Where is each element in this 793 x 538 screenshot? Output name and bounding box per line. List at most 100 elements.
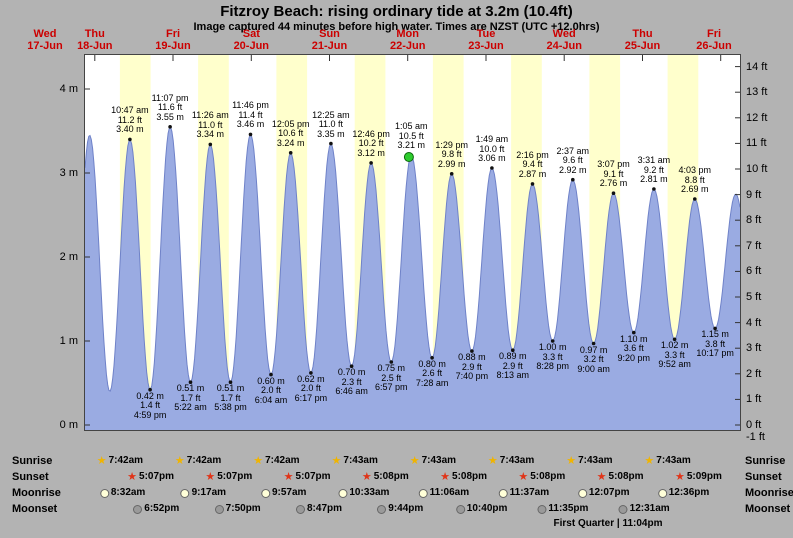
tide-annotation-line: 2:16 pm [516, 149, 549, 160]
tide-annotation-line: 11:46 pm [232, 100, 269, 111]
high-tide-dot [329, 141, 333, 146]
chart-subtitle: Image captured 44 minutes before high wa… [193, 21, 600, 33]
tide-annotation-line: 11:26 am [191, 110, 229, 121]
sunset-entry: ★ 5:08pm [440, 470, 487, 484]
day-name: Tue [476, 28, 496, 40]
day-label: Fri 26-Jun [682, 28, 746, 52]
sunrise-star-icon: ★ [487, 455, 498, 467]
tide-annotation-line: 1.10 m [620, 333, 648, 344]
day-label: Wed 24-Jun [532, 28, 596, 52]
high-tide-dot [652, 187, 656, 191]
tide-annotation-line: 2:37 am [556, 145, 590, 156]
sunset-entry: ★ 5:08pm [362, 470, 409, 484]
tide-annotation-line: 0.60 m [257, 375, 285, 386]
sunrise-entry: ★ 7:43am [644, 454, 690, 468]
tide-annotation-line: 7:40 pm [455, 371, 489, 382]
high-tide-dot [449, 172, 454, 176]
sunrise-entry: ★ 7:43am [410, 454, 456, 468]
high-tide-annotation: 12:25 am 11.0 ft 3.35 m [303, 110, 359, 140]
tide-annotation-line: 1.7 ft [180, 392, 201, 403]
moonrise-time: 10:33am [349, 487, 390, 498]
high-tide-annotation: 10:47 am 11.2 ft 3.40 m [102, 106, 158, 135]
y-axis-label-ft: 3 ft [746, 342, 762, 355]
high-tide-annotation: 1:49 am 10.0 ft 3.06 m [464, 134, 520, 164]
low-tide-dot [389, 360, 394, 364]
sunset-time: 5:07pm [295, 471, 331, 482]
y-axis-label-m: 1 m [59, 335, 78, 347]
tide-annotation-line: 10.5 ft [398, 130, 424, 141]
moonrise-entry: 11:37am [498, 486, 549, 500]
sunset-time: 5:08pm [530, 471, 566, 482]
tide-chart-svg [85, 55, 740, 430]
moonrise-time: 8:32am [110, 487, 146, 498]
tide-annotation-line: 9:20 pm [617, 352, 651, 363]
moonset-row-label-left: Moonset [12, 503, 58, 515]
day-label: Thu 25-Jun [611, 28, 675, 52]
day-label: Mon 22-Jun [376, 28, 440, 52]
y-axis-label-ft: 6 ft [746, 265, 762, 278]
low-tide-dot [672, 337, 677, 342]
tide-annotation-line: 11.4 ft [238, 109, 263, 120]
high-tide-annotation: 2:16 pm 9.4 ft 2.87 m [505, 149, 561, 180]
low-tide-annotation: 0.42 m 1.4 ft 4:59 pm [122, 391, 178, 421]
sunset-time: 5:09pm [686, 471, 722, 482]
tide-annotation-line: 3.2 ft [583, 354, 604, 364]
tide-annotation-line: 0.51 m [176, 383, 205, 394]
moonrise-entry: 8:32am [99, 486, 146, 500]
sunrise-row-label-left: Sunrise [12, 455, 53, 467]
moonrise-icon [498, 488, 508, 498]
low-tide-annotation: 1.00 m 3.3 ft 8:28 pm [525, 342, 581, 372]
low-tide-dot [309, 371, 313, 375]
high-tide-dot [168, 125, 172, 129]
tide-annotation-line: 1.02 m [660, 340, 689, 351]
tide-annotation-line: 3.3 ft [542, 351, 563, 362]
day-name: Thu [632, 28, 653, 40]
sunset-row-label-right: Sunset [745, 471, 782, 483]
sunrise-time: 7:43am [578, 455, 613, 466]
high-tide-annotation: 12:05 pm 10.6 ft 3.24 m [263, 119, 319, 149]
tide-annotation-line: 0.89 m [499, 351, 527, 362]
high-tide-annotation: 11:46 pm 11.4 ft 3.46 m [223, 101, 279, 130]
tide-annotation-line: 8.8 ft [684, 174, 705, 185]
sunrise-row-label-right: Sunrise [745, 455, 786, 467]
day-name: Fri [706, 28, 722, 40]
moonrise-icon [577, 488, 587, 498]
tide-annotation-line: 2.92 m [559, 164, 587, 175]
day-name: Fri [165, 28, 181, 40]
sunrise-entry: ★ 7:43am [566, 454, 612, 468]
tide-annotation-line: 10.2 ft [358, 138, 384, 149]
day-date: 24-Jun [546, 39, 582, 52]
moonset-entry: 11:35pm [537, 502, 588, 516]
sunset-star-icon: ★ [361, 471, 372, 483]
high-tide-annotation: 4:03 pm 8.8 ft 2.69 m [667, 165, 723, 195]
tide-annotation-line: 3.8 ft [705, 338, 726, 349]
y-axis-label-ft: 12 ft [746, 111, 768, 124]
high-tide-annotation: 3:31 am 9.2 ft 2.81 m [626, 155, 682, 185]
moonrise-entry: 10:33am [338, 486, 389, 500]
high-tide-annotation: 12:46 pm 10.2 ft 3.12 m [343, 129, 399, 159]
tide-annotation-line: 11.2 ft [117, 114, 143, 125]
moonrise-entry: 9:57am [260, 486, 306, 500]
tide-annotation-line: 1.7 ft [220, 392, 241, 403]
day-date: 23-Jun [468, 39, 504, 52]
moonrise-time: 9:17am [191, 487, 227, 498]
day-date: 20-Jun [233, 39, 270, 52]
moonrise-row-label-right: Moonrise [745, 487, 793, 499]
moonrise-icon [260, 488, 270, 498]
low-tide-dot [713, 326, 717, 331]
tide-annotation-line: 5:22 am [174, 402, 207, 413]
day-name: Mon [396, 28, 419, 40]
moonrise-icon [338, 488, 348, 498]
tide-annotation-line: 1:49 am [475, 134, 509, 144]
moonrise-entry: 12:07pm [577, 486, 629, 500]
y-axis-label-ft: -1 ft [746, 431, 765, 443]
moonset-time: 10:40pm [466, 503, 508, 514]
tide-annotation-line: 9.4 ft [522, 159, 543, 170]
moonrise-row-label-left: Moonrise [12, 487, 61, 499]
sunrise-time: 7:43am [656, 455, 691, 466]
moonset-icon [295, 504, 305, 514]
moonset-time: 12:31am [629, 503, 670, 514]
high-tide-annotation: 2:37 am 9.6 ft 2.92 m [545, 145, 601, 176]
low-tide-annotation: 0.75 m 2.5 ft 6:57 pm [363, 363, 419, 393]
